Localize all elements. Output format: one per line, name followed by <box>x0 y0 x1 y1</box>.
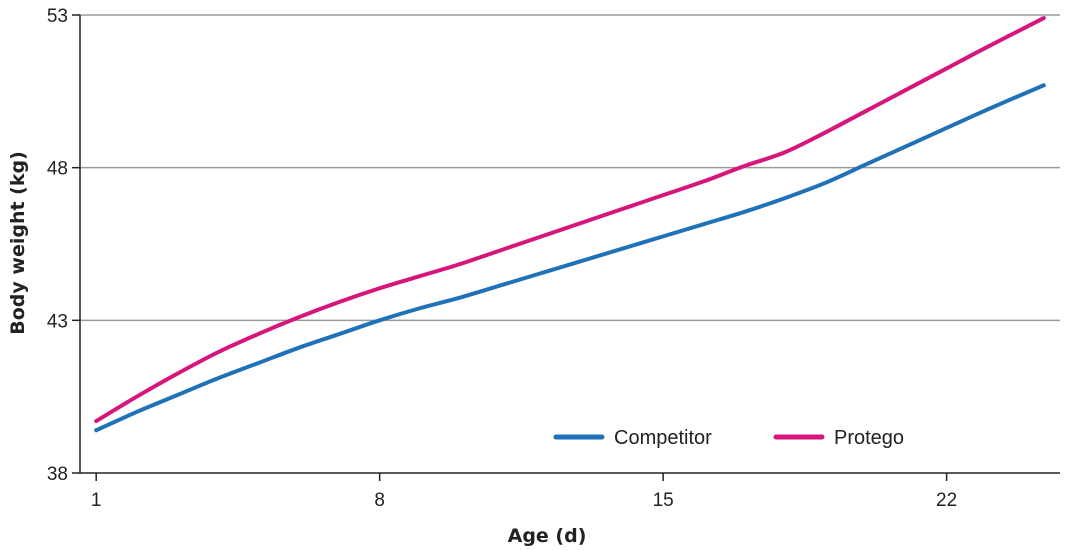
y-ticks: 38 43 48 53 <box>47 6 80 485</box>
y-axis-title: Body weight (kg) <box>7 151 29 335</box>
series-line-protego <box>94 16 1046 424</box>
legend-label: Protego <box>834 427 904 449</box>
x-tick-label: 22 <box>936 490 957 511</box>
x-tick-label: 1 <box>91 490 102 511</box>
legend-label: Competitor <box>614 427 712 449</box>
x-axis-title: Age (d) <box>508 525 587 547</box>
x-tick-label: 15 <box>653 490 674 511</box>
y-tick-label: 38 <box>47 464 68 485</box>
y-tick-label: 43 <box>47 311 68 332</box>
legend: Competitor Protego <box>553 427 904 449</box>
x-ticks: 1 8 15 22 <box>91 473 957 511</box>
y-tick-label: 48 <box>47 159 68 180</box>
series-lines <box>94 16 1046 433</box>
x-tick-label: 8 <box>374 490 385 511</box>
series-line-competitor <box>94 83 1046 433</box>
gridlines <box>80 14 1060 474</box>
y-tick-label: 53 <box>47 6 68 27</box>
